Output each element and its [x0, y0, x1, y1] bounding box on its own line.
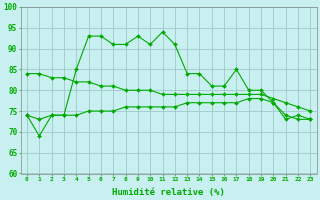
X-axis label: Humidité relative (%): Humidité relative (%) — [112, 188, 225, 197]
